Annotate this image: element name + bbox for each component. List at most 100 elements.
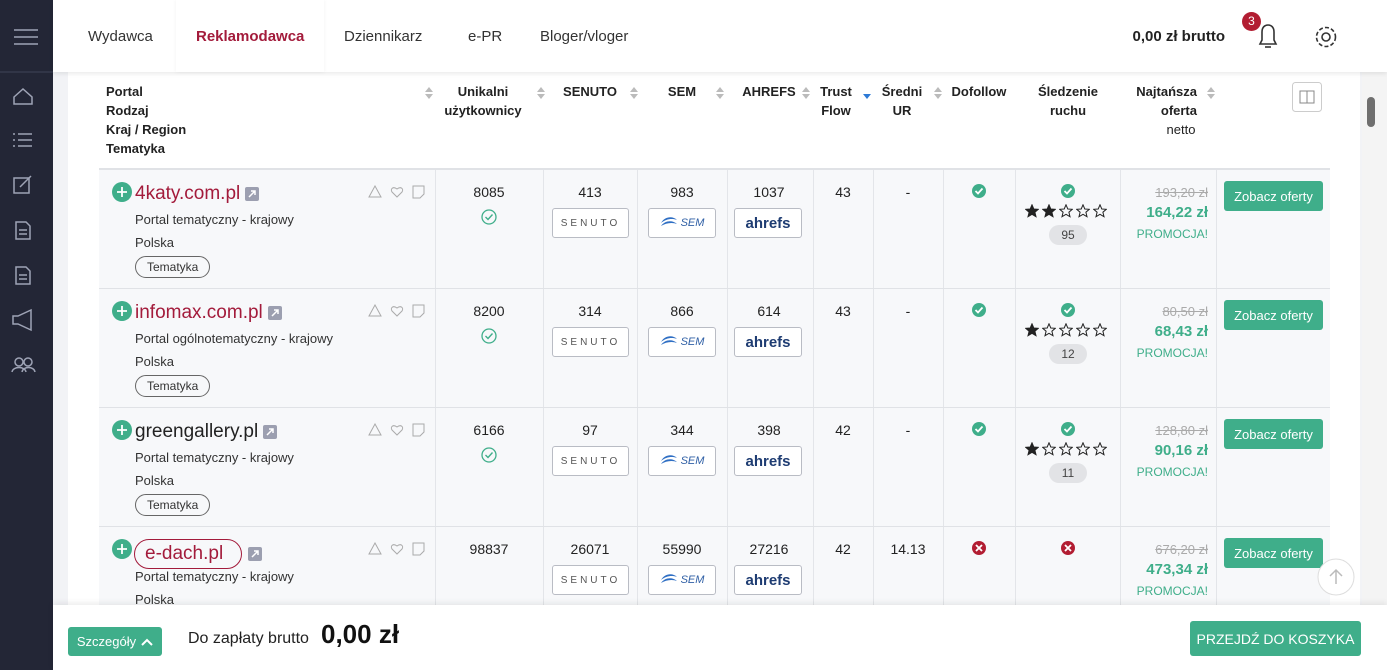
doc-icon[interactable]: [15, 221, 31, 240]
portal-type: Portal ogólnotematyczny - krajowy: [135, 331, 333, 346]
checkout-button[interactable]: PRZEJDŹ DO KOSZYKA: [1190, 621, 1361, 656]
column-header: użytkownicy: [444, 103, 522, 118]
star-empty-svg: [1075, 441, 1091, 456]
sort-arrows[interactable]: [802, 86, 810, 99]
external-link-icon[interactable]: [248, 547, 262, 561]
sort-arrows[interactable]: [425, 86, 433, 99]
sort-arrows-svg: [934, 87, 942, 99]
tag-pill[interactable]: Tematyka: [135, 494, 211, 516]
nav-tab[interactable]: Wydawca: [88, 28, 153, 45]
home-icon[interactable]: [13, 87, 33, 105]
senuto-logo: SENUTO: [552, 565, 629, 595]
users: 8085: [473, 184, 505, 200]
tracking-no-svg: [1061, 541, 1075, 555]
row-actions[interactable]: [368, 422, 428, 437]
ahrefs-logo: ahrefs: [734, 565, 802, 595]
offers-button[interactable]: Zobacz oferty: [1224, 538, 1323, 568]
campaign-icon[interactable]: [12, 308, 32, 332]
sem-logo: SEM: [648, 446, 716, 476]
nav-tab[interactable]: Reklamodawca: [196, 28, 305, 45]
settings-icon[interactable]: [1313, 24, 1339, 50]
cell-border: [943, 527, 944, 645]
nav-tab[interactable]: Bloger/vloger: [540, 28, 629, 45]
external-link-icon-svg: [245, 187, 259, 201]
row-actions-svg: [368, 303, 425, 318]
users-icon[interactable]: [11, 357, 36, 373]
verified-icon: [481, 447, 497, 463]
sort-arrows[interactable]: [934, 86, 942, 99]
doc-icon[interactable]: [15, 266, 31, 285]
sort-arrows[interactable]: [716, 86, 724, 99]
dofollow-no: [971, 540, 987, 556]
portal-name[interactable]: e-dach.pl: [134, 539, 243, 569]
add-button[interactable]: [111, 300, 133, 322]
menu-icon[interactable]: [14, 29, 38, 45]
active-tab-bg: [176, 0, 324, 72]
portal-name[interactable]: 4katy.com.pl: [135, 183, 241, 204]
ahrefs: 27216: [749, 541, 789, 557]
sort-arrows-svg: [802, 87, 810, 99]
row-actions[interactable]: [368, 303, 428, 318]
cell-border: [813, 527, 814, 645]
cell-border: [873, 170, 874, 288]
users: 98837: [469, 541, 509, 557]
scroll-thumb[interactable]: [1367, 97, 1375, 127]
add-button[interactable]: [111, 538, 133, 560]
dofollow-no-svg: [972, 541, 986, 555]
tracking-no: [1060, 540, 1076, 556]
column-header: AHREFS: [742, 84, 796, 99]
cell-border: [1216, 527, 1217, 645]
sort-arrows[interactable]: [863, 86, 871, 99]
add-button-svg: [112, 182, 132, 202]
nav-tab[interactable]: e-PR: [468, 28, 503, 45]
header-border: [99, 168, 1330, 170]
sem: 983: [670, 184, 694, 200]
nav-tab[interactable]: Dziennikarz: [344, 28, 423, 45]
scroll-top-button[interactable]: [1316, 557, 1356, 597]
verified-icon-svg: [481, 447, 497, 463]
column-header: Tematyka: [106, 141, 166, 156]
sort-arrows[interactable]: [630, 86, 638, 99]
row-actions[interactable]: [368, 184, 428, 199]
tag-pill[interactable]: Tematyka: [135, 256, 211, 278]
add-button-svg: [112, 539, 132, 559]
table-row: infomax.com.pl Portal ogólnotematyczny - …: [99, 289, 1330, 408]
add-button[interactable]: [111, 419, 133, 441]
table-panel: Portal Rodzaj Kraj / Region Tematyka Unikaln…: [68, 72, 1360, 646]
offers-button[interactable]: Zobacz oferty: [1224, 181, 1323, 211]
columns-toggle[interactable]: [1292, 82, 1322, 112]
sem-logo: SEM: [648, 565, 716, 595]
columns-toggle-svg: [1292, 82, 1322, 112]
portal-name[interactable]: infomax.com.pl: [135, 302, 263, 323]
external-link-icon[interactable]: [245, 187, 259, 201]
external-link-icon[interactable]: [263, 425, 277, 439]
add-button[interactable]: [111, 181, 133, 203]
row-actions[interactable]: [368, 541, 428, 556]
star-filled-svg: [1024, 203, 1040, 218]
external-link-icon[interactable]: [268, 306, 282, 320]
top-nav: Wydawca Reklamodawca Dziennikarz e-PR Bloger…: [53, 0, 1387, 72]
bell-icon[interactable]: [1254, 20, 1282, 50]
offers-button[interactable]: Zobacz oferty: [1224, 300, 1323, 330]
promo: PROMOCJA!: [1136, 346, 1208, 360]
cell-border: [637, 170, 638, 288]
list-icon[interactable]: [13, 133, 32, 147]
cell-border: [1015, 289, 1016, 407]
tag-pill[interactable]: Tematyka: [135, 375, 211, 397]
old-price: 193,20 zł: [1155, 185, 1208, 200]
star-empty-svg: [1075, 203, 1091, 218]
edit-icon[interactable]: [13, 175, 32, 194]
star-empty: [1075, 441, 1091, 456]
sort-arrows[interactable]: [1207, 86, 1215, 99]
trust-flow: 43: [835, 184, 851, 200]
portal-name[interactable]: greengallery.pl: [135, 421, 259, 442]
cell-border: [813, 408, 814, 526]
reviews-count: 95: [1049, 225, 1087, 245]
details-button[interactable]: Szczegóły: [68, 627, 162, 656]
offers-button[interactable]: Zobacz oferty: [1224, 419, 1323, 449]
sort-arrows-svg: [537, 87, 545, 99]
sort-arrows[interactable]: [537, 86, 545, 99]
star-empty: [1058, 322, 1074, 337]
star-empty-svg: [1041, 441, 1057, 456]
